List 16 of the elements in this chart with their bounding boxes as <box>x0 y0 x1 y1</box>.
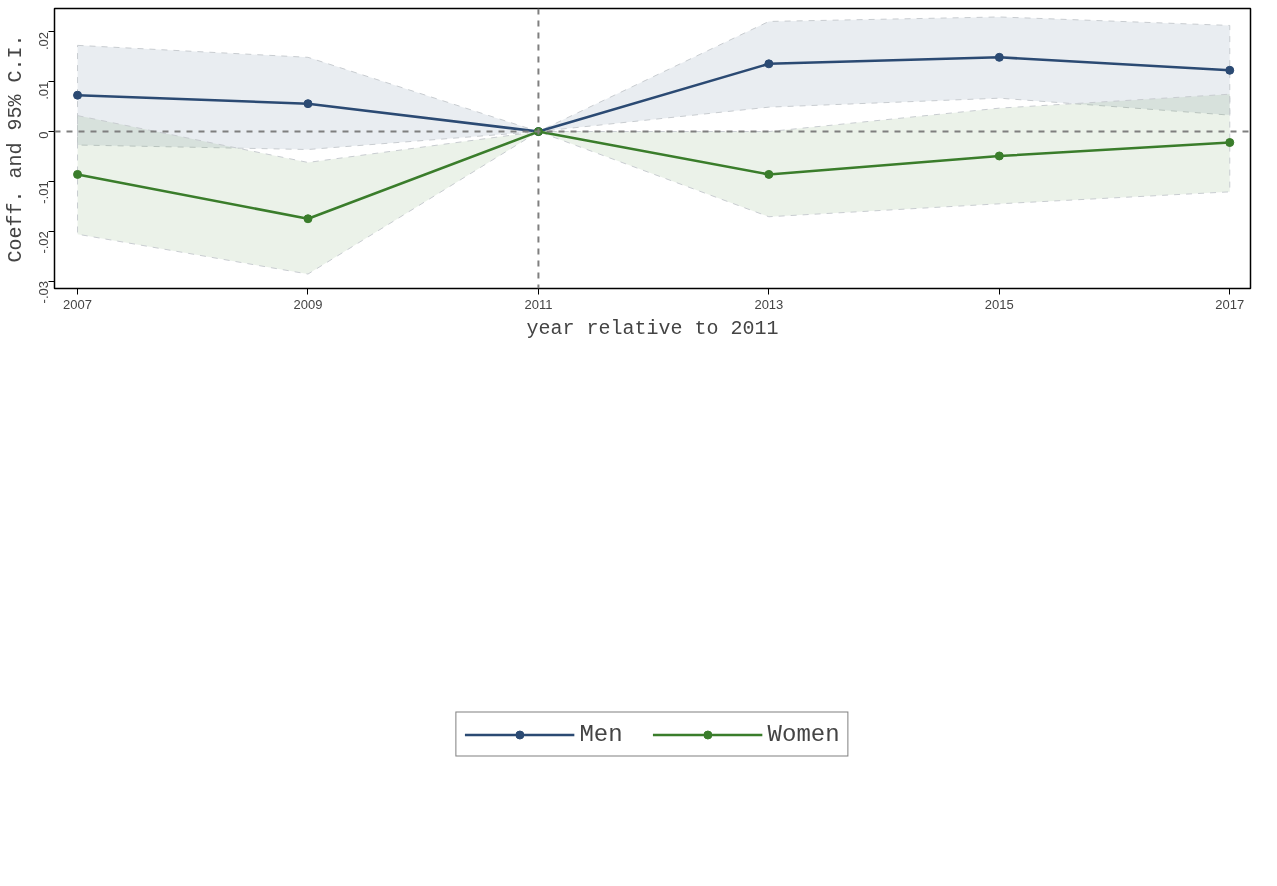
legend-label: Men <box>579 720 623 748</box>
x-tick-label: 2015 <box>984 296 1014 312</box>
x-tick-label: 2017 <box>1215 296 1245 312</box>
x-tick-label: 2009 <box>293 296 323 312</box>
y-tick-label: .01 <box>36 81 51 100</box>
y-tick-label: .02 <box>36 31 51 50</box>
x-axis-title: year relative to 2011 <box>526 316 779 340</box>
x-tick-label: 2013 <box>754 296 784 312</box>
y-tick-label: 0 <box>36 131 51 139</box>
y-tick-label: -.01 <box>36 181 51 204</box>
y-tick-label: -.02 <box>36 231 51 254</box>
y-axis-title: Coeff. and 95% C.I. <box>3 34 27 263</box>
x-tick-label: 2007 <box>63 296 93 312</box>
y-tick-label: -.03 <box>36 281 51 304</box>
legend-label: Women <box>767 720 840 748</box>
x-tick-label: 2011 <box>524 296 553 312</box>
